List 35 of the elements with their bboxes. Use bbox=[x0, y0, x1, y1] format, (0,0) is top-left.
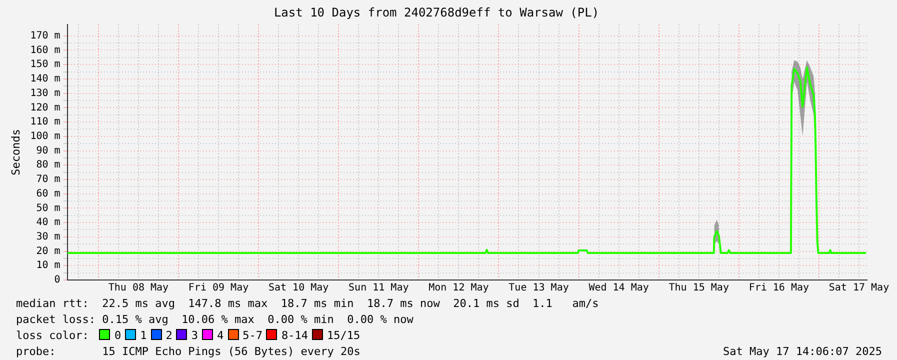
x-tick-label: Sat 17 May bbox=[828, 282, 890, 294]
text: probe: 15 ICMP Echo Pings (56 Bytes) every 20s bbox=[16, 345, 360, 358]
text: median rtt: 22.5 ms avg 147.8 ms max 18.7 ms min 18.7 ms now 20.1 ms sd 1.1 am/s bbox=[16, 296, 600, 312]
y-tick-label: 130 m bbox=[30, 88, 60, 99]
y-tick-label: 110 m bbox=[30, 116, 60, 128]
x-tick-label: Fri 16 May bbox=[748, 282, 810, 294]
y-tick-label: 90 m bbox=[36, 145, 60, 156]
y-tick-label: 40 m bbox=[36, 217, 60, 228]
y-tick-label: 30 m bbox=[36, 232, 60, 243]
chart-title: Last 10 Days from 2402768d9eff to Warsaw (PL) bbox=[274, 5, 600, 20]
x-tick-label: Fri 09 May bbox=[188, 282, 249, 294]
x-tick-label: Thu 08 May bbox=[108, 282, 169, 294]
y-tick-label: 60 m bbox=[36, 188, 60, 200]
y-axis-title: Seconds bbox=[9, 129, 22, 176]
y-tick-label: 140 m bbox=[30, 74, 60, 85]
y-tick-label: 70 m bbox=[36, 174, 60, 186]
y-tick-label: 160 m bbox=[30, 44, 60, 56]
y-tick-label: 150 m bbox=[30, 59, 60, 70]
text: packet loss: 0.15 % avg 10.06 % max 0.00 % min 0.00 % now bbox=[16, 312, 414, 328]
text: Sat May 17 14:06:07 2025 bbox=[723, 344, 882, 360]
y-tick-label: 50 m bbox=[36, 202, 60, 214]
x-tick-label: Mon 12 May bbox=[428, 282, 489, 294]
y-tick-label: 120 m bbox=[30, 102, 60, 114]
y-tick-label: 20 m bbox=[36, 246, 60, 257]
y-tick-label: 80 m bbox=[36, 160, 60, 171]
x-tick-label: Tue 13 May bbox=[508, 282, 569, 294]
y-tick-label: 0 bbox=[54, 274, 60, 286]
x-tick-label: Sun 11 May bbox=[348, 282, 409, 294]
x-tick-label: Wed 14 May bbox=[588, 282, 649, 294]
text: loss color: 0 1 2 3 4 5-7 8-14 15/15 bbox=[16, 329, 360, 342]
x-tick-label: Sat 10 May bbox=[268, 282, 329, 294]
y-tick-label: 10 m bbox=[36, 260, 60, 272]
x-tick-label: Thu 15 May bbox=[668, 282, 729, 294]
y-tick-label: 100 m bbox=[30, 131, 60, 142]
y-tick-label: 170 m bbox=[30, 30, 60, 42]
